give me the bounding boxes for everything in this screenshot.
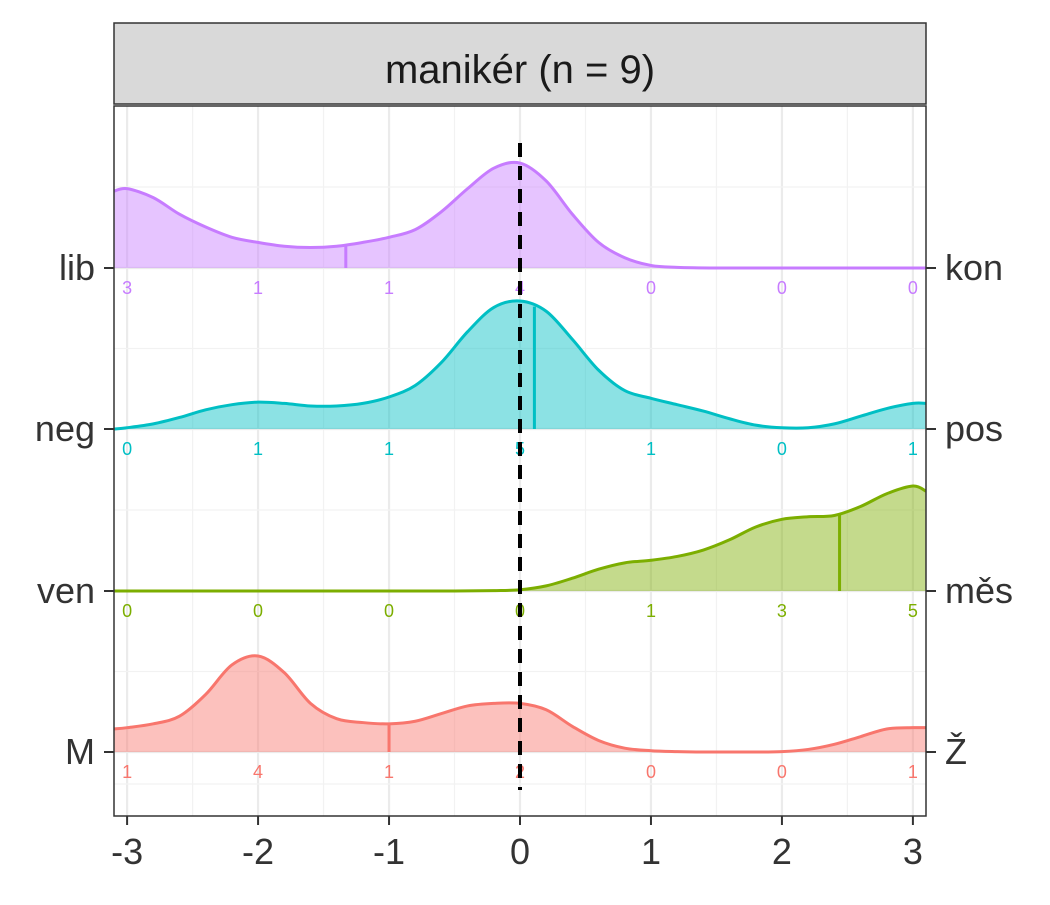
density-curve-neg [113, 299, 927, 431]
count-label: 0 [646, 762, 656, 782]
count-label: 1 [384, 439, 394, 459]
count-label: 5 [908, 601, 918, 621]
count-label: 1 [908, 439, 918, 459]
right-axis-label: kon [945, 247, 1003, 288]
count-label: 3 [777, 601, 787, 621]
density-curve-lib [113, 160, 926, 270]
count-label: 1 [646, 601, 656, 621]
left-axis-label: M [65, 731, 95, 772]
count-label: 0 [777, 762, 787, 782]
x-tick-label: -1 [373, 831, 405, 872]
count-label: 0 [122, 439, 132, 459]
count-label: 3 [122, 278, 132, 298]
x-tick-label: -2 [242, 831, 274, 872]
x-tick-label: 1 [641, 831, 661, 872]
count-label: 1 [253, 278, 263, 298]
left-axis-label: ven [37, 570, 95, 611]
plot-panel: 3114000011510100001351412001 [113, 105, 927, 817]
left-axis-label: neg [35, 408, 95, 449]
count-label: 1 [384, 762, 394, 782]
right-axis-label: měs [945, 570, 1013, 611]
count-label: 1 [646, 439, 656, 459]
x-tick-label: 2 [772, 831, 792, 872]
count-label: 1 [253, 439, 263, 459]
right-axis-label: pos [945, 408, 1003, 449]
count-label: 1 [908, 762, 918, 782]
count-label: 0 [646, 278, 656, 298]
facet-strip: manikér (n = 9) [113, 22, 927, 105]
count-label: 0 [777, 439, 787, 459]
count-label: 0 [253, 601, 263, 621]
x-tick-label: 3 [903, 831, 923, 872]
density-curve-ven [114, 484, 927, 593]
count-label: 1 [384, 278, 394, 298]
count-label: 0 [908, 278, 918, 298]
count-label: 1 [122, 762, 132, 782]
count-label: 0 [122, 601, 132, 621]
facet-title: manikér (n = 9) [385, 48, 655, 92]
count-label: 0 [384, 601, 394, 621]
axes: -3 -2 -1 0 1 2 3 lib kon neg pos ven měs M Ž [35, 247, 1013, 872]
x-tick-label: -3 [111, 831, 143, 872]
x-tick-label: 0 [510, 831, 530, 872]
count-label: 4 [253, 762, 263, 782]
right-axis-label: Ž [945, 731, 967, 772]
density-area-ven [114, 486, 926, 592]
left-axis-label: lib [59, 247, 95, 288]
density-area-neg [114, 300, 926, 429]
facet-strip-background [113, 22, 927, 105]
count-label: 0 [777, 278, 787, 298]
